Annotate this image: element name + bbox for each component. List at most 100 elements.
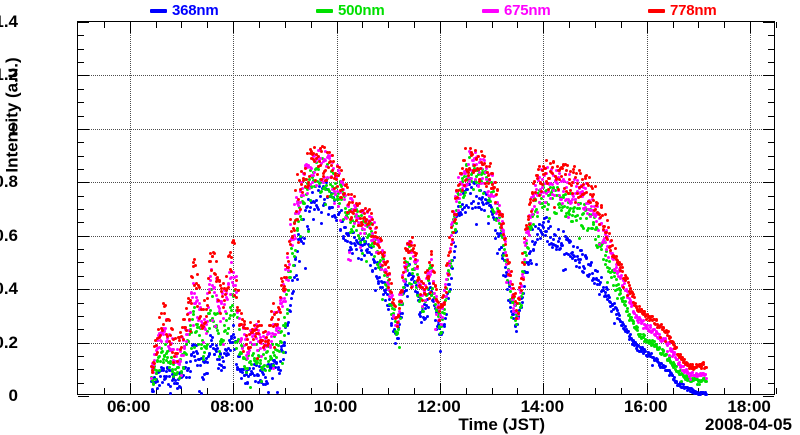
y-gridline — [78, 235, 774, 237]
y-tick-major — [78, 182, 89, 184]
y-tick-minor-right — [768, 168, 774, 170]
legend-item-368nm[interactable]: 368nm — [150, 0, 219, 21]
x-tick-minor-top — [388, 22, 390, 28]
x-tick-major-top — [336, 22, 338, 33]
x-tick-minor — [181, 388, 183, 394]
y-tick-minor-right — [768, 302, 774, 304]
legend-swatch-icon — [482, 8, 499, 13]
x-tick-minor — [776, 388, 777, 394]
x-tick-label: 14:00 — [520, 397, 565, 416]
y-tick-minor-right — [768, 275, 774, 277]
x-tick-minor — [465, 388, 467, 394]
y-tick-minor-right — [768, 195, 774, 197]
x-tick-label: 16:00 — [623, 397, 668, 416]
y-tick-minor — [78, 195, 84, 197]
x-tick-major-top — [129, 22, 131, 33]
x-tick-major-top — [646, 22, 648, 33]
x-tick-minor — [672, 388, 674, 394]
x-tick-minor — [155, 388, 157, 394]
y-tick-label: 0.4 — [0, 279, 18, 299]
x-tick-minor — [724, 388, 726, 394]
date-stamp: 2008-04-05 — [705, 415, 792, 434]
y-tick-minor-right — [768, 355, 774, 357]
y-tick-minor-right — [768, 88, 774, 90]
y-tick-label: 1.2 — [0, 65, 18, 85]
y-tick-minor — [78, 115, 84, 117]
y-tick-major-right — [763, 396, 774, 397]
x-tick-minor — [207, 388, 209, 394]
x-tick-minor-top — [414, 22, 416, 28]
chart-legend: 368nm 500nm 675nm 778nm — [0, 0, 800, 21]
y-gridline — [78, 128, 774, 130]
x-tick-major — [439, 383, 441, 394]
x-tick-label: 18:00 — [727, 397, 771, 416]
x-tick-minor — [595, 388, 597, 394]
x-tick-minor-top — [284, 22, 286, 28]
y-tick-major — [78, 235, 89, 237]
legend-item-778nm[interactable]: 778nm — [648, 0, 717, 21]
y-tick-minor-right — [768, 115, 774, 117]
x-gridline — [129, 22, 131, 394]
y-tick-minor-right — [768, 249, 774, 251]
y-tick-label: 0 — [8, 386, 18, 405]
x-tick-minor — [103, 388, 105, 394]
y-tick-major — [78, 128, 89, 130]
y-gridline — [78, 182, 774, 184]
x-tick-major — [336, 383, 338, 394]
x-tick-major — [543, 383, 545, 394]
y-tick-minor-right — [768, 315, 774, 317]
y-tick-minor — [78, 142, 84, 144]
x-tick-minor — [620, 388, 622, 394]
y-tick-major — [78, 342, 89, 344]
y-tick-major-right — [763, 128, 774, 130]
x-tick-label: 10:00 — [313, 397, 358, 416]
x-tick-major — [129, 383, 131, 394]
y-tick-label: 0.2 — [0, 332, 18, 352]
x-tick-minor-top — [776, 22, 777, 28]
legend-label: 675nm — [504, 2, 551, 19]
y-tick-major-right — [763, 342, 774, 344]
y-tick-major-right — [763, 182, 774, 184]
y-tick-minor-right — [768, 382, 774, 384]
y-tick-minor — [78, 249, 84, 251]
x-tick-minor — [414, 388, 416, 394]
legend-swatch-icon — [150, 8, 167, 13]
x-tick-minor-top — [103, 22, 105, 28]
y-tick-minor-right — [768, 209, 774, 210]
x-tick-major — [646, 383, 648, 394]
x-tick-minor-top — [517, 22, 519, 28]
y-tick-minor — [78, 275, 84, 277]
grid-layer — [78, 22, 777, 397]
y-tick-major — [78, 22, 89, 23]
x-tick-minor — [569, 388, 571, 394]
x-gridline — [233, 22, 235, 394]
x-tick-minor-top — [672, 22, 674, 28]
x-tick-minor-top — [595, 22, 597, 28]
y-tick-minor — [78, 48, 84, 50]
x-gridline — [439, 22, 441, 394]
legend-item-675nm[interactable]: 675nm — [482, 0, 551, 21]
x-tick-minor-top — [155, 22, 157, 28]
x-tick-label: 12:00 — [417, 397, 461, 416]
y-tick-major — [78, 75, 89, 77]
x-tick-minor — [698, 388, 700, 394]
plot-frame — [77, 21, 777, 397]
y-tick-major-right — [763, 235, 774, 237]
y-tick-minor-right — [768, 262, 774, 264]
x-tick-major — [233, 383, 235, 394]
y-gridline — [78, 75, 774, 77]
y-tick-major — [78, 289, 89, 291]
y-tick-minor — [78, 88, 84, 90]
x-tick-minor — [491, 388, 493, 394]
x-tick-minor-top — [724, 22, 726, 28]
y-tick-minor-right — [768, 329, 774, 331]
x-tick-minor-top — [698, 22, 700, 28]
legend-item-500nm[interactable]: 500nm — [316, 0, 385, 21]
y-tick-major-right — [763, 289, 774, 291]
y-tick-minor-right — [768, 222, 774, 224]
legend-swatch-icon — [648, 8, 665, 13]
y-tick-minor-right — [768, 48, 774, 50]
x-tick-major-top — [543, 22, 545, 33]
y-tick-minor-right — [768, 35, 774, 37]
